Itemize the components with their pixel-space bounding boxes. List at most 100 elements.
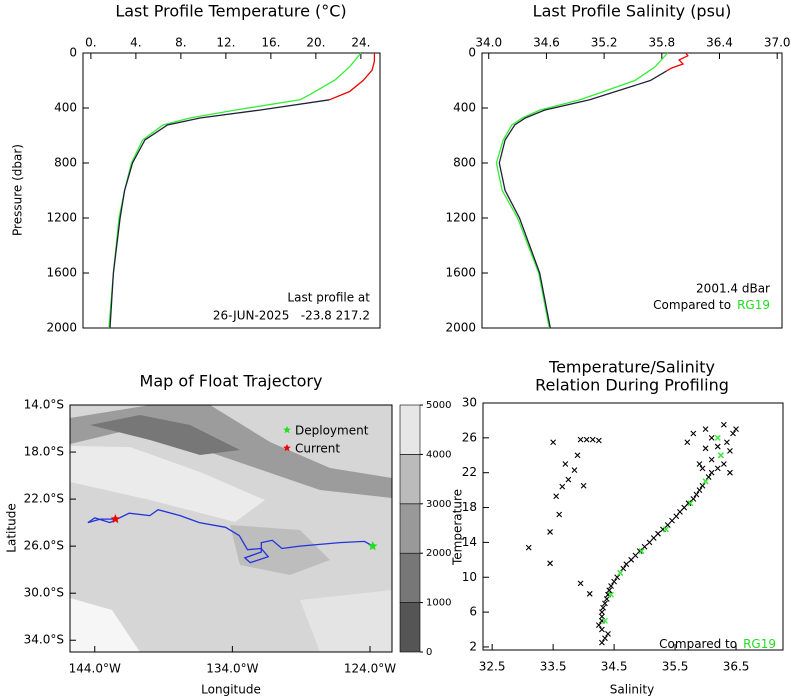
y-tick-label: 18 xyxy=(462,500,477,514)
comparison-text: Compared to xyxy=(653,298,731,312)
y-tick-label: 1200 xyxy=(445,211,476,225)
ts-point xyxy=(611,578,617,585)
ts-point xyxy=(690,495,697,502)
ts-point xyxy=(687,500,694,507)
ts-point xyxy=(714,443,721,450)
ts-point xyxy=(636,548,643,555)
comparison-note: Compared to RG19 xyxy=(659,637,776,651)
current-marker xyxy=(110,514,121,524)
y-tick-label: 1600 xyxy=(46,266,77,280)
ts-point xyxy=(702,478,709,485)
ts-point xyxy=(608,583,614,589)
ts-point xyxy=(599,613,605,620)
ts-point xyxy=(547,529,553,535)
x-tick-label: 0. xyxy=(85,36,96,50)
y-tick-label: 22 xyxy=(462,465,477,479)
ts-point xyxy=(556,511,563,518)
ts-point xyxy=(628,556,635,563)
plot-frame xyxy=(481,52,783,329)
ts-point xyxy=(664,522,671,528)
y-tick-label: 800 xyxy=(54,156,77,170)
deployment-marker xyxy=(368,541,378,551)
x-tick-label: 124.0°W xyxy=(344,662,396,676)
y-tick-label: 1600 xyxy=(445,266,476,280)
x-tick-label: 144.0°W xyxy=(69,662,121,676)
y-tick-label: 2 xyxy=(469,639,477,653)
ts-point xyxy=(580,482,587,489)
x-tick-label: 134.0°W xyxy=(206,662,258,676)
comparison-reference: RG19 xyxy=(737,298,770,312)
x-tick-label: 8. xyxy=(175,36,186,50)
ts-point xyxy=(623,561,630,568)
comparison-note: Compared to RG19 xyxy=(653,298,770,312)
y-tick-label: 0 xyxy=(69,46,77,60)
chart-title: Map of Float Trajectory xyxy=(140,372,323,391)
ts-point xyxy=(727,469,733,476)
y-tick-label: 22.0°S xyxy=(24,492,64,506)
x-tick-label: 32.5 xyxy=(479,660,506,674)
x-tick-label: 33.5 xyxy=(540,660,567,674)
y-tick-label: 1200 xyxy=(46,211,77,225)
annotation: 2001.4 dBar xyxy=(696,282,770,296)
ts-point xyxy=(720,461,727,467)
y-tick-label: 2000 xyxy=(445,321,476,335)
ts-point xyxy=(730,430,736,437)
colorbar-label: 4000 xyxy=(426,449,451,460)
legend-label: Current xyxy=(295,442,340,456)
chart-title: Relation During Profiling xyxy=(535,376,729,395)
ts-point xyxy=(614,574,621,581)
y-tick-label: 26 xyxy=(462,430,477,444)
y-tick-label: 400 xyxy=(453,101,476,115)
x-axis-label: Salinity xyxy=(610,683,654,697)
annotation: Last profile at xyxy=(287,291,370,305)
comparison-reference: RG19 xyxy=(743,637,776,651)
profile-line xyxy=(109,99,330,329)
ts-point xyxy=(677,509,683,515)
x-tick-label: 12. xyxy=(216,36,235,50)
ts-point xyxy=(650,535,657,541)
x-tick-label: 20. xyxy=(306,36,325,50)
colorbar-band xyxy=(399,552,421,603)
y-axis-label: Temperature xyxy=(451,489,465,566)
y-tick-label: 18.0°S xyxy=(24,445,64,459)
ts-point xyxy=(583,436,590,443)
ts-point xyxy=(717,452,724,459)
ts-point xyxy=(602,600,608,607)
profile-line xyxy=(666,52,689,72)
y-tick-label: 0 xyxy=(468,46,476,60)
ts-point xyxy=(574,452,581,459)
ts-point xyxy=(685,500,692,507)
x-tick-label: 34.0 xyxy=(475,36,502,50)
ts-point xyxy=(684,439,691,446)
ts-point xyxy=(577,436,584,443)
bathymetry xyxy=(70,405,392,652)
ts-point xyxy=(600,604,607,611)
y-tick-label: 30.0°S xyxy=(24,586,64,600)
x-tick-label: 34.5 xyxy=(601,660,628,674)
profile-line xyxy=(108,52,362,329)
y-tick-label: 2000 xyxy=(46,321,77,335)
ts-point xyxy=(599,609,605,615)
ts-point xyxy=(632,552,639,559)
ts-point xyxy=(601,617,608,624)
ts-point xyxy=(690,430,697,437)
x-axis-label: Longitude xyxy=(201,683,261,697)
x-tick-label: 35.8 xyxy=(648,36,675,50)
legend-label: Deployment xyxy=(295,424,369,438)
profile-line xyxy=(498,70,667,329)
x-tick-label: 16. xyxy=(261,36,280,50)
y-tick-label: 800 xyxy=(453,156,476,170)
ts-point xyxy=(727,448,733,454)
ts-point xyxy=(720,421,727,428)
legend-symbol xyxy=(283,426,291,434)
ts-point xyxy=(599,626,605,633)
plot-frame xyxy=(482,402,784,651)
x-tick-label: 35.2 xyxy=(591,36,618,50)
ts-point xyxy=(708,469,715,476)
ts-point xyxy=(724,439,730,446)
colorbar-label: 2000 xyxy=(426,548,451,559)
ts-point xyxy=(550,439,557,446)
ts-point xyxy=(702,445,709,452)
ts-point xyxy=(571,467,578,473)
ts-point xyxy=(602,635,608,642)
